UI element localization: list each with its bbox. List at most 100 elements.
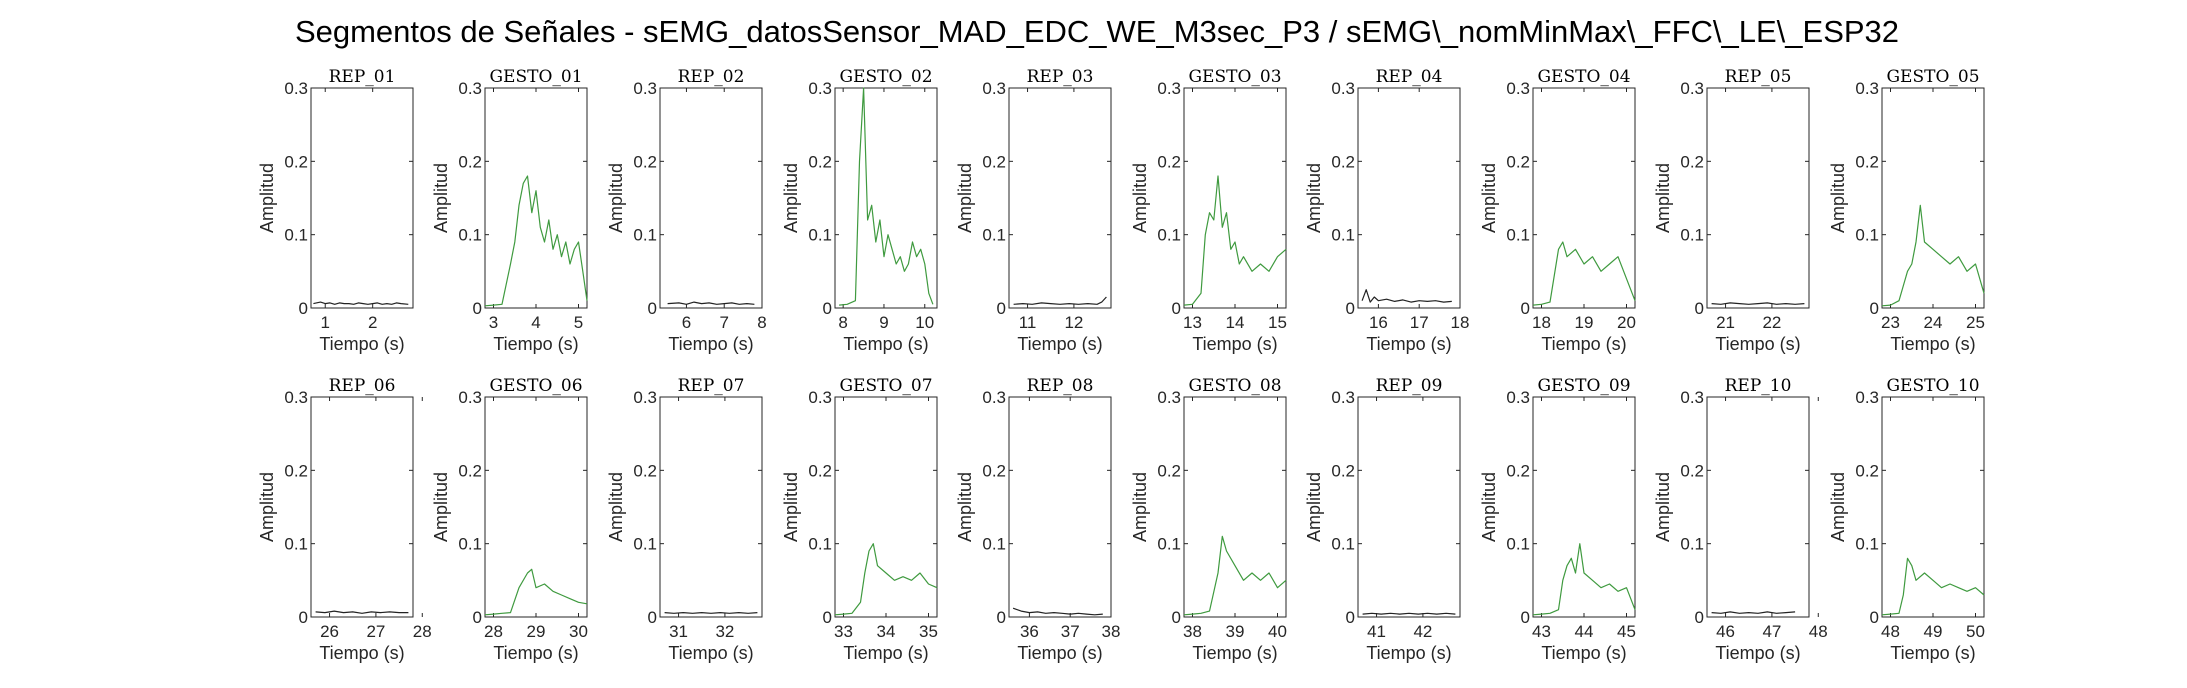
plot-area [1881,87,1985,309]
x-tick-label: 48 [1881,622,1900,641]
signal-line-gesto [484,568,588,616]
signal-line-gesto [1183,175,1287,306]
x-tick-label: 4 [531,313,540,332]
subplot-rep-06: REP_06 0 0.1 0.2 0.3 26 27 28 Tiempo (s) Amplitud [257,376,432,663]
plot-area [1008,396,1112,618]
x-tick-label: 44 [1575,622,1594,641]
signal-line-rep [315,610,409,614]
plot-area [310,396,414,618]
y-tick-label: 0 [1172,608,1181,627]
x-tick-label: 49 [1924,622,1943,641]
subplot-rep-01: REP_01 0 0.1 0.2 0.3 1 2 Tiempo (s) Amplitud [257,67,414,354]
x-tick-label: 48 [1809,622,1828,641]
signal-line-gesto [1183,535,1287,616]
signal-line-rep [1711,611,1796,614]
x-tick-label: 7 [719,313,728,332]
subplot-title: GESTO_04 [1537,67,1630,87]
y-tick-label: 0.2 [458,461,482,480]
y-tick-label: 0.2 [1680,461,1704,480]
plot-area [834,396,938,618]
y-tick-label: 0 [1870,299,1879,318]
plot-area [659,87,763,309]
y-tick-label: 0.3 [458,388,482,407]
x-tick-label: 24 [1924,313,1943,332]
x-tick-label: 35 [919,622,938,641]
y-tick-label: 0.3 [458,79,482,98]
y-tick-label: 0.2 [458,152,482,171]
x-axis-label: Tiempo (s) [1890,643,1975,663]
y-tick-label: 0.2 [1506,152,1530,171]
y-tick-label: 0.2 [1506,461,1530,480]
subplot-title: REP_03 [1027,67,1094,87]
x-axis-label: Tiempo (s) [1890,334,1975,354]
plot-area [1532,87,1636,309]
signal-line-rep [313,301,409,305]
x-tick-label: 27 [366,622,385,641]
y-tick-label: 0.2 [1157,461,1181,480]
x-tick-label: 16 [1369,313,1388,332]
subplot-gesto-04: GESTO_04 0 0.1 0.2 0.3 18 19 20 Tiempo (s) Amplit… [1479,67,1636,354]
y-axis-label: Amplitud [257,163,277,233]
x-axis-label: Tiempo (s) [1715,334,1800,354]
x-axis-label: Tiempo (s) [1366,643,1451,663]
y-tick-label: 0.3 [284,388,308,407]
subplot-title: GESTO_10 [1886,376,1979,396]
y-axis-label: Amplitud [1828,163,1848,233]
x-axis-label: Tiempo (s) [493,643,578,663]
y-tick-label: 0 [473,608,482,627]
y-tick-label: 0 [1695,299,1704,318]
x-tick-label: 26 [320,622,339,641]
plot-area [1183,396,1287,618]
x-tick-label: 6 [682,313,691,332]
subplot-title: REP_04 [1376,67,1443,87]
x-tick-label: 39 [1226,622,1245,641]
x-tick-label: 3 [489,313,498,332]
y-axis-label: Amplitud [1304,472,1324,542]
x-tick-label: 19 [1575,313,1594,332]
subplot-title: GESTO_05 [1886,67,1979,87]
y-tick-label: 0.1 [1506,535,1530,554]
signal-line-gesto [839,87,934,306]
x-tick-label: 28 [484,622,503,641]
signal-line-gesto [834,543,938,616]
x-axis-label: Tiempo (s) [843,334,928,354]
y-tick-label: 0.2 [633,152,657,171]
y-tick-label: 0.1 [982,226,1006,245]
subplot-title: GESTO_09 [1537,376,1630,396]
x-tick-label: 21 [1716,313,1735,332]
y-tick-label: 0.1 [458,226,482,245]
y-tick-label: 0.2 [1331,461,1355,480]
plot-area [310,87,414,309]
y-tick-label: 0.3 [1680,388,1704,407]
x-tick-label: 43 [1532,622,1551,641]
signal-line-rep [1013,296,1107,305]
x-tick-label: 9 [879,313,888,332]
x-tick-label: 14 [1226,313,1245,332]
x-axis-label: Tiempo (s) [1192,643,1277,663]
y-axis-label: Amplitud [781,163,801,233]
plot-area [484,396,588,618]
subplot-title: GESTO_02 [839,67,932,87]
x-tick-label: 11 [1019,313,1037,332]
y-tick-label: 0 [1172,299,1181,318]
x-axis-label: Tiempo (s) [1541,643,1626,663]
x-axis-label: Tiempo (s) [1017,334,1102,354]
plot-area [1357,396,1461,618]
y-tick-label: 0.3 [1855,388,1879,407]
x-tick-label: 42 [1413,622,1432,641]
y-axis-label: Amplitud [1828,472,1848,542]
plot-area [1532,396,1636,618]
x-tick-label: 5 [574,313,583,332]
subplot-gesto-01: GESTO_01 0 0.1 0.2 0.3 3 4 5 Tiempo (s) Amplitud [431,67,588,354]
y-axis-label: Amplitud [955,472,975,542]
y-tick-label: 0.1 [633,226,657,245]
signal-line-rep [1362,612,1456,615]
x-tick-label: 40 [1268,622,1287,641]
x-tick-label: 38 [1183,622,1202,641]
subplot-title: GESTO_08 [1188,376,1281,396]
y-tick-label: 0.1 [1506,226,1530,245]
signal-line-gesto [1881,204,1985,307]
y-tick-label: 0.3 [982,79,1006,98]
